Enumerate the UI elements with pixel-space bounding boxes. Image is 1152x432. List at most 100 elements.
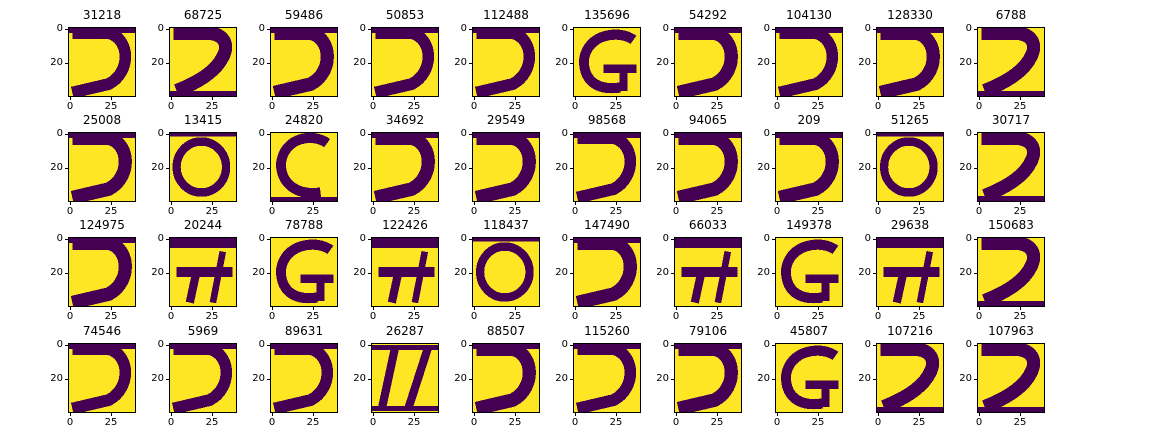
glyph-stroke [273,344,334,412]
y-tick [570,134,573,135]
y-tick-label: 20 [757,162,770,173]
y-tick [873,63,876,64]
y-tick [368,273,371,274]
image-plot [270,343,338,413]
image-plot [169,237,237,307]
image-plot [573,237,641,307]
y-tick-label: 0 [460,128,467,139]
y-tick [974,345,977,346]
image-svg [574,133,640,201]
image-svg [271,133,337,201]
image-svg [877,28,943,96]
y-tick-label: 0 [662,128,669,139]
subplot-title: 59486 [284,8,324,22]
x-tick [313,202,314,205]
subplot-title: 5969 [187,324,219,338]
subplot-title: 79106 [688,324,728,338]
x-tick [70,97,71,100]
x-tick-label: 25 [1013,311,1027,322]
x-tick-label: 0 [167,417,175,428]
subplot: 147490 0 20 0 25 [553,218,643,322]
y-tick-label: 20 [555,57,568,68]
y-tick-label: 20 [858,373,871,384]
x-tick [616,97,617,100]
glyph-stroke [70,238,132,306]
subplot: 54292 0 20 0 25 [654,8,744,112]
image-svg [776,238,842,306]
glyph-stroke [172,344,233,412]
y-tick [772,239,775,240]
image-plot [775,27,843,97]
x-tick-label: 0 [369,101,377,112]
x-tick [919,202,920,205]
subplot: 122426 0 20 0 25 [351,218,441,322]
image-plot [472,343,540,413]
x-tick [878,307,879,310]
x-tick [515,97,516,100]
y-tick-label: 0 [864,23,871,34]
glyph-stroke [676,133,738,201]
y-tick-label: 20 [858,57,871,68]
y-tick [469,63,472,64]
y-tick [166,273,169,274]
y-tick-label: 0 [864,339,871,350]
y-tick-label: 20 [454,267,467,278]
x-tick-label: 25 [912,101,926,112]
y-tick [368,379,371,380]
subplot-title: 34692 [385,113,425,127]
x-tick [70,307,71,310]
glyph-stroke [576,344,637,412]
y-tick [469,379,472,380]
y-tick [267,63,270,64]
glyph-stroke [878,28,940,96]
y-tick-label: 0 [359,23,366,34]
x-tick-label: 0 [672,417,680,428]
subplot: 59486 0 20 0 25 [250,8,340,112]
y-tick [671,273,674,274]
glyph-stroke [411,250,429,304]
x-tick [414,307,415,310]
x-tick [212,307,213,310]
glyph-stroke [916,250,934,304]
image-plot [270,237,338,307]
subplot: 45807 0 20 0 25 [755,324,845,428]
glyph-stroke [981,238,1041,306]
subplot-title: 107216 [887,324,933,338]
x-tick-label: 0 [369,206,377,217]
x-tick-label: 0 [167,206,175,217]
glyph-stroke [173,28,233,96]
subplot: 89631 0 20 0 25 [250,324,340,428]
subplot: 13415 0 20 0 25 [149,113,239,217]
x-tick [676,97,677,100]
image-svg [675,238,741,306]
x-tick-label: 0 [773,101,781,112]
x-tick-label: 0 [470,417,478,428]
x-tick [414,413,415,416]
y-tick-label: 0 [965,339,972,350]
y-tick [166,168,169,169]
subplot-title: 149378 [786,218,832,232]
x-tick [717,97,718,100]
y-tick-label: 0 [662,23,669,34]
image-plot [674,132,742,202]
glyph-stroke [373,133,435,201]
x-tick [373,202,374,205]
y-tick [671,345,674,346]
x-tick [515,307,516,310]
x-tick [373,413,374,416]
x-tick-label: 25 [407,311,421,322]
y-tick [469,239,472,240]
image-plot [775,237,843,307]
y-tick [772,168,775,169]
y-tick-label: 20 [555,162,568,173]
y-tick [267,134,270,135]
x-tick-label: 25 [710,206,724,217]
x-tick-label: 0 [874,101,882,112]
x-tick-label: 25 [912,206,926,217]
subplot: 26287 0 20 0 25 [351,324,441,428]
x-tick [414,202,415,205]
glyph-stroke [377,346,400,410]
image-plot [977,343,1045,413]
x-tick-label: 0 [571,417,579,428]
x-tick [717,307,718,310]
